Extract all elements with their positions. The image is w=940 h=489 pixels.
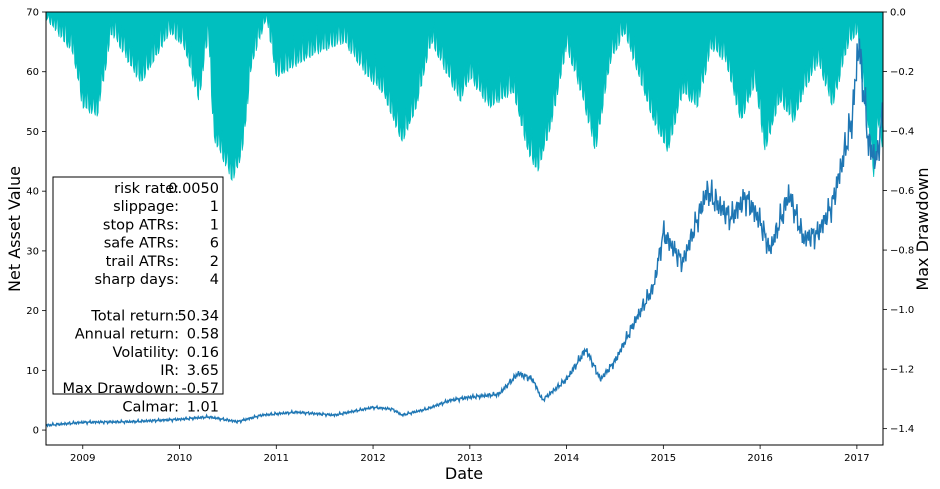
x-tick-label: 2014 (554, 453, 579, 464)
stats-value: 4 (210, 272, 219, 288)
x-tick-label: 2017 (844, 453, 869, 464)
stats-value: 0.58 (187, 327, 219, 343)
stats-box-frame (52, 176, 224, 395)
stats-value: 1 (210, 217, 219, 233)
drawdown-layer (45, 11, 884, 182)
right-y-tick-label: 0.0 (890, 8, 906, 19)
left-y-tick-label: 10 (26, 366, 39, 377)
stats-label: Calmar: (122, 399, 179, 415)
x-tick-label: 2009 (70, 453, 95, 464)
stats-value: 3.65 (187, 363, 219, 379)
stats-value: 0.16 (187, 345, 219, 361)
stats-value: -0.57 (181, 381, 219, 397)
stats-label: risk rate: (114, 181, 179, 197)
right-y-tick-label: −0.6 (890, 186, 914, 197)
drawdown-area (45, 11, 884, 182)
right-y-tick-label: −0.4 (890, 127, 914, 138)
x-tick-label: 2013 (457, 453, 482, 464)
right-y-axis-title: Max Drawdown (913, 167, 932, 290)
left-y-axis-title: Net Asset Value (5, 166, 24, 292)
stats-label: stop ATRs: (103, 217, 179, 233)
right-y-tick-label: −1.0 (890, 305, 914, 316)
x-tick-label: 2011 (264, 453, 289, 464)
x-axis: 2009 2010 2011 2012 2013 2014 2015 2016 2017 (70, 445, 870, 464)
left-y-tick-label: 20 (26, 306, 39, 317)
left-y-axis: 0 10 20 30 40 50 60 70 (26, 8, 46, 437)
stats-value: 50.34 (177, 308, 219, 324)
stats-label: Max Drawdown: (63, 381, 179, 397)
x-tick-label: 2010 (167, 453, 192, 464)
stats-label: safe ATRs: (104, 236, 179, 252)
x-tick-label: 2015 (651, 453, 676, 464)
right-y-axis: 0.0 −0.2 −0.4 −0.6 −0.8 −1.0 −1.2 −1.4 (883, 8, 914, 435)
x-tick-label: 2016 (747, 453, 772, 464)
stats-value: 1.01 (187, 399, 219, 415)
plot-frame (45, 11, 884, 446)
nav-layer (45, 38, 884, 428)
stats-label: sharp days: (94, 272, 179, 288)
right-y-tick-label: −0.2 (890, 67, 914, 78)
stats-value: 6 (210, 236, 219, 252)
left-y-tick-label: 40 (26, 187, 39, 198)
stats-label: Annual return: (75, 327, 179, 343)
stats-value: 0.0050 (168, 181, 219, 197)
stats-value: 2 (210, 254, 219, 270)
x-axis-title: Date (445, 464, 483, 483)
left-y-tick-label: 70 (26, 8, 39, 19)
right-y-tick-label: −0.8 (890, 246, 914, 257)
right-y-tick-label: −1.4 (890, 424, 914, 435)
stats-label: IR: (160, 363, 179, 379)
stats-label: Volatility: (113, 345, 179, 361)
stats-value: 1 (210, 199, 219, 215)
left-y-tick-label: 0 (33, 426, 39, 437)
left-y-tick-label: 50 (26, 127, 39, 138)
left-y-tick-label: 30 (26, 246, 39, 257)
stats-label: Total return: (90, 308, 179, 324)
stats-label: trail ATRs: (106, 254, 179, 270)
nav-line (45, 38, 884, 428)
left-y-tick-label: 60 (26, 67, 39, 78)
stats-box: risk rate:0.0050 slippage: 1 stop ATRs: 1 saf… (52, 176, 224, 415)
stats-label: slippage: (113, 199, 179, 215)
right-y-tick-label: −1.2 (890, 365, 914, 376)
x-tick-label: 2012 (360, 453, 385, 464)
